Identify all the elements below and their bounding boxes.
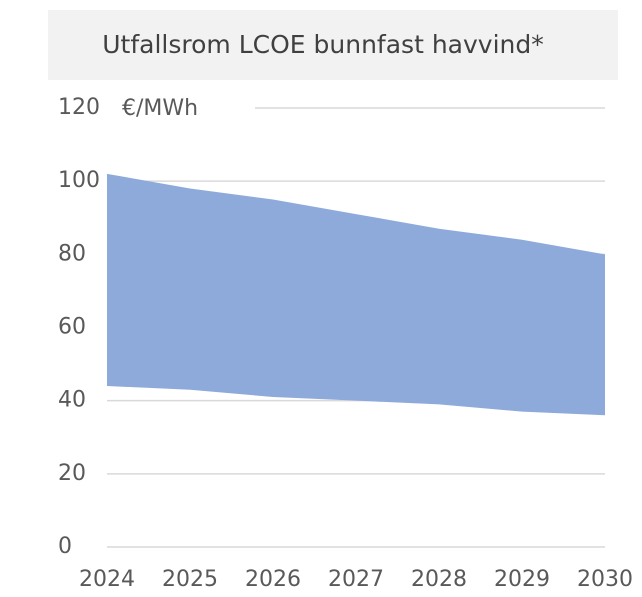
y-tick-label: 80 [58,241,86,266]
y-tick-label: 20 [58,461,86,486]
title-box [48,10,618,80]
x-tick-label: 2029 [494,567,550,592]
y-tick-label: 40 [58,388,86,413]
x-tick-label: 2030 [577,567,633,592]
chart-title: Utfallsrom LCOE bunnfast havvind* [102,30,543,59]
x-tick-label: 2026 [245,567,301,592]
x-tick-label: 2028 [411,567,467,592]
x-tick-label: 2025 [162,567,218,592]
y-tick-label: 60 [58,315,86,340]
y-tick-label: 100 [58,168,100,193]
range-area [107,173,605,416]
x-tick-label: 2024 [79,567,135,592]
y-tick-label: 120 [58,95,100,120]
y-tick-label: 0 [58,534,72,559]
y-unit: €/MWh [122,96,198,121]
x-tick-label: 2027 [328,567,384,592]
